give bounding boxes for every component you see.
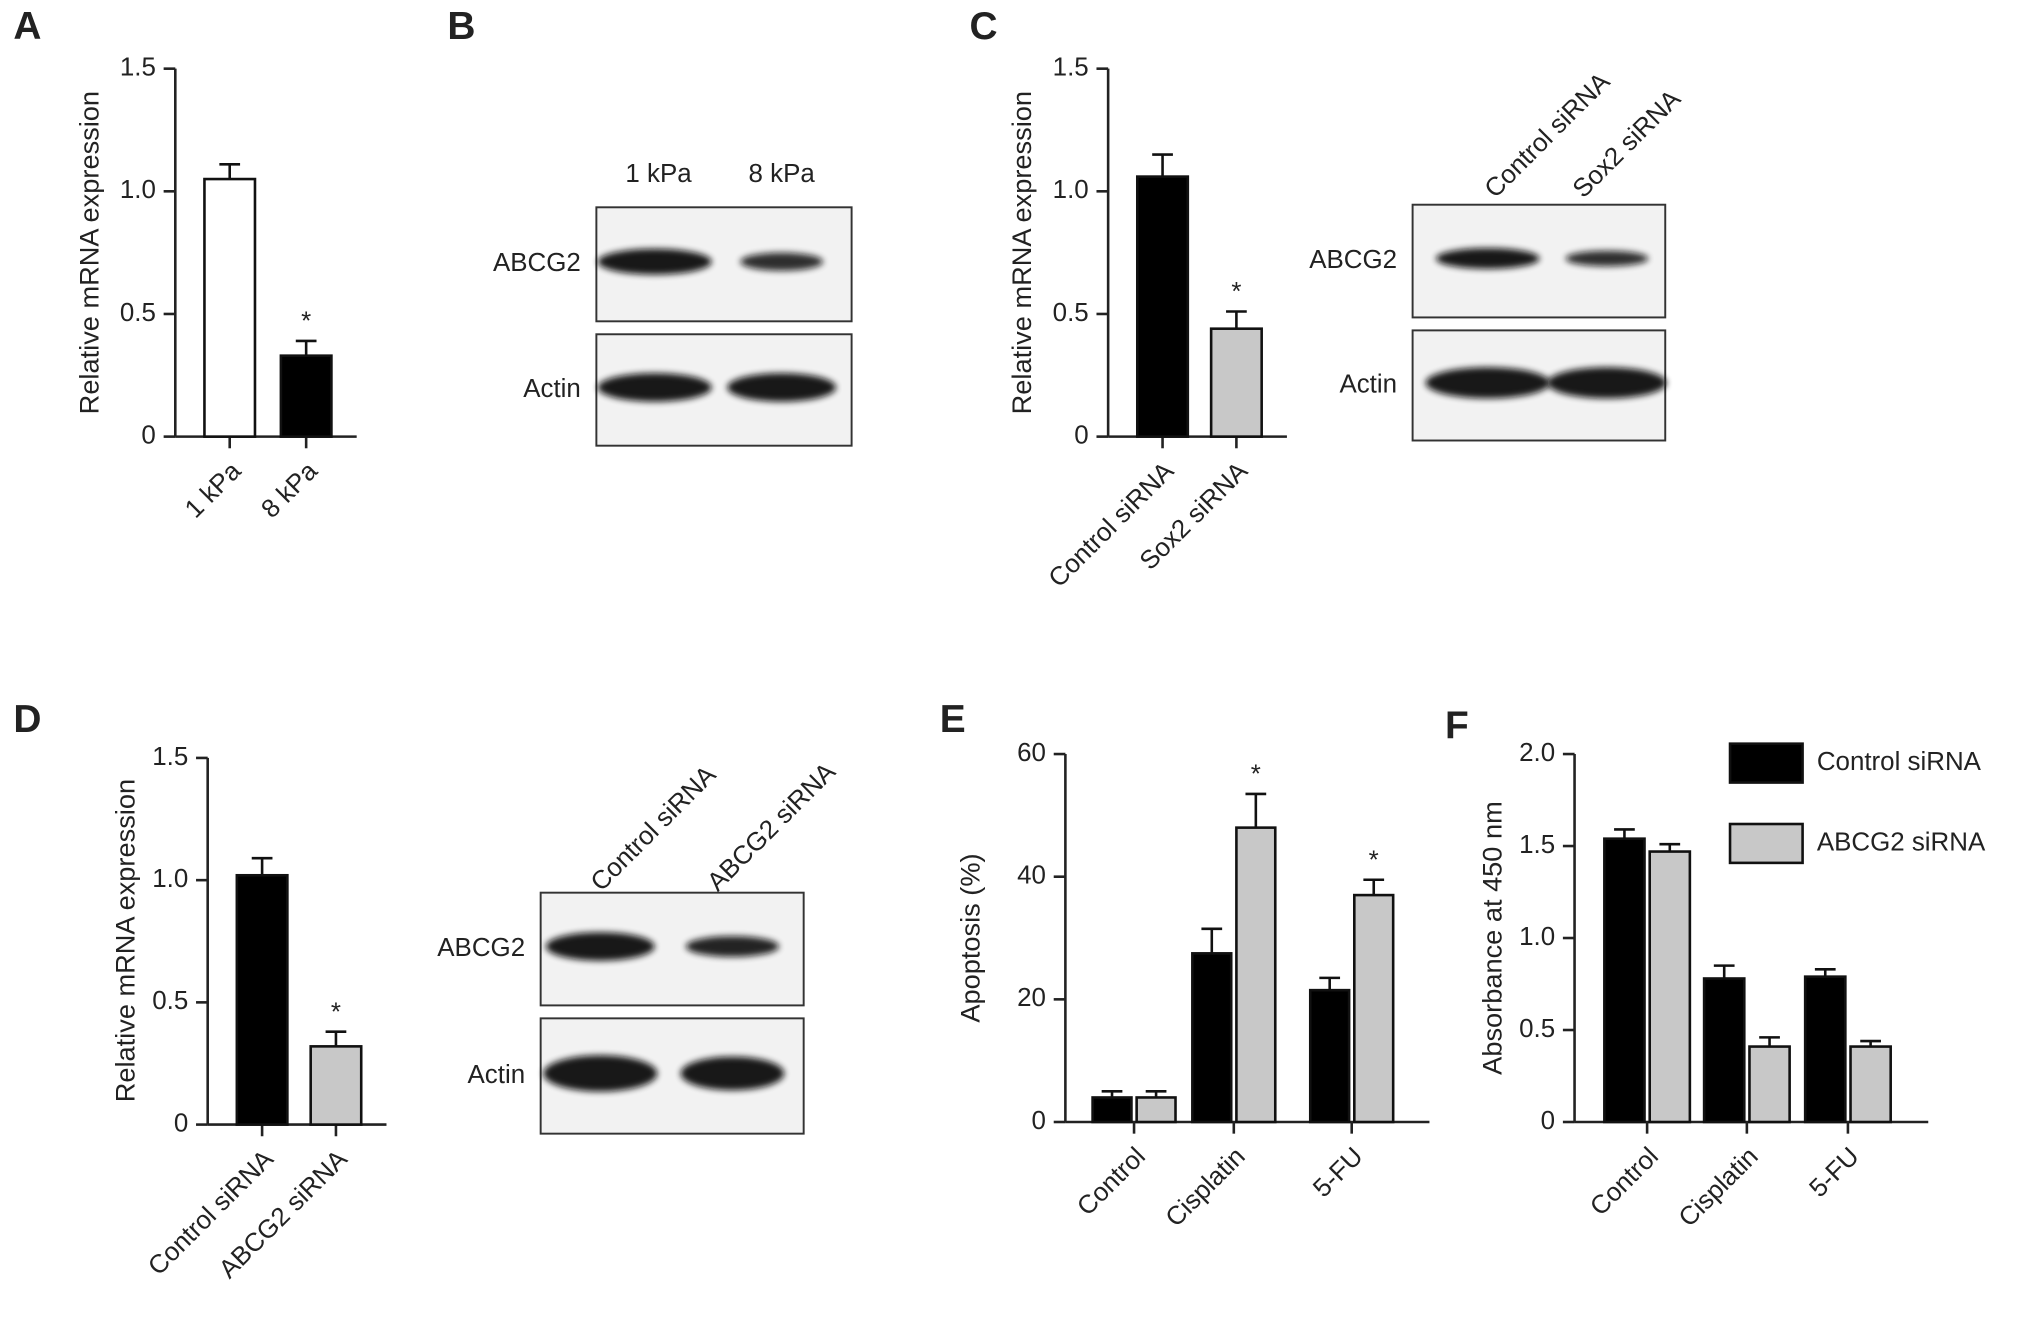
y-tick-label: 0 bbox=[1032, 1107, 1046, 1135]
y-axis-label: Apoptosis (%) bbox=[954, 853, 985, 1022]
x-tick-label: 5-FU bbox=[1804, 1142, 1865, 1203]
y-tick-label: 0.5 bbox=[1053, 299, 1089, 327]
bar bbox=[1702, 977, 1746, 1124]
y-tick-label: 2.0 bbox=[1519, 739, 1555, 767]
panel-letter: F bbox=[1445, 704, 1469, 747]
row-label: ABCG2 bbox=[493, 249, 581, 277]
y-tick-label: 0.5 bbox=[120, 299, 156, 327]
y-tick-label: 40 bbox=[1017, 862, 1046, 890]
bar bbox=[1803, 975, 1847, 1124]
blot-band bbox=[597, 248, 712, 275]
blot-band bbox=[545, 932, 655, 961]
bar bbox=[1235, 826, 1277, 1124]
row-label: Actin bbox=[1339, 370, 1397, 398]
y-tick-label: 0 bbox=[1074, 421, 1088, 449]
bar bbox=[1135, 1096, 1177, 1124]
row-label: Actin bbox=[523, 375, 581, 403]
legend-label: Control siRNA bbox=[1817, 748, 1982, 776]
y-tick-label: 20 bbox=[1017, 984, 1046, 1012]
panel-letter: E bbox=[940, 698, 966, 741]
y-tick-label: 0 bbox=[1541, 1107, 1555, 1135]
blot-band bbox=[1425, 367, 1550, 399]
significance: * bbox=[1251, 761, 1261, 789]
bar bbox=[1353, 893, 1395, 1124]
blot-band bbox=[1435, 248, 1540, 269]
row-label: ABCG2 bbox=[1309, 246, 1397, 274]
x-tick-label: Control siRNA bbox=[143, 1144, 279, 1280]
significance: * bbox=[331, 998, 341, 1026]
x-tick-label: ABCG2 siRNA bbox=[214, 1144, 353, 1283]
lane-label: 1 kPa bbox=[625, 160, 692, 188]
bar bbox=[1308, 988, 1351, 1124]
y-tick-label: 0 bbox=[141, 421, 155, 449]
y-tick-label: 1.5 bbox=[1053, 54, 1089, 82]
significance: * bbox=[1369, 846, 1379, 874]
bar bbox=[203, 177, 257, 438]
legend-label: ABCG2 siRNA bbox=[1817, 828, 1986, 856]
panel-letter: C bbox=[970, 5, 998, 48]
bar bbox=[235, 873, 289, 1126]
y-axis-label: Relative mRNA expression bbox=[1006, 91, 1037, 414]
x-tick-label: Control siRNA bbox=[1044, 456, 1180, 592]
y-axis-label: Relative mRNA expression bbox=[110, 779, 141, 1102]
significance: * bbox=[1231, 278, 1241, 306]
row-label: ABCG2 bbox=[437, 934, 525, 962]
x-tick-label: Control bbox=[1585, 1142, 1664, 1221]
panel-letter: D bbox=[13, 698, 41, 741]
legend-swatch bbox=[1728, 822, 1804, 865]
y-tick-label: 1.0 bbox=[152, 865, 188, 893]
bar bbox=[279, 354, 333, 438]
y-tick-label: 60 bbox=[1017, 739, 1046, 767]
y-tick-label: 1.0 bbox=[120, 176, 156, 204]
bar bbox=[1191, 952, 1233, 1124]
significance: * bbox=[301, 308, 311, 336]
y-tick-label: 0 bbox=[174, 1109, 188, 1137]
x-tick-label: Control bbox=[1072, 1142, 1151, 1221]
blot-band bbox=[727, 373, 837, 402]
x-tick-label: Cisplatin bbox=[1674, 1142, 1764, 1232]
bar bbox=[1648, 850, 1692, 1124]
y-tick-label: 1.5 bbox=[152, 743, 188, 771]
panel-letter: A bbox=[13, 5, 41, 48]
y-tick-label: 1.5 bbox=[1519, 831, 1555, 859]
y-axis-label: Relative mRNA expression bbox=[73, 91, 104, 414]
bar bbox=[1603, 837, 1646, 1124]
lane-label: 8 kPa bbox=[749, 160, 816, 188]
blot-band bbox=[740, 252, 824, 271]
blot-band bbox=[543, 1055, 658, 1092]
y-tick-label: 0.5 bbox=[152, 987, 188, 1015]
y-tick-label: 1.5 bbox=[120, 54, 156, 82]
x-tick-label: 5-FU bbox=[1308, 1142, 1369, 1203]
panel-letter: B bbox=[447, 5, 475, 48]
x-tick-label: 8 kPa bbox=[256, 457, 323, 524]
blot-band bbox=[1565, 250, 1649, 267]
y-axis-label: Absorbance at 450 nm bbox=[1476, 801, 1507, 1075]
x-tick-label: Cisplatin bbox=[1161, 1142, 1251, 1232]
x-tick-label: 1 kPa bbox=[180, 457, 247, 524]
legend-swatch bbox=[1728, 742, 1804, 784]
row-label: Actin bbox=[468, 1061, 526, 1089]
blot-band bbox=[685, 936, 780, 957]
lane-label: ABCG2 siRNA bbox=[702, 757, 841, 896]
blot-band bbox=[597, 373, 712, 402]
bar bbox=[1091, 1096, 1133, 1124]
y-tick-label: 1.0 bbox=[1053, 176, 1089, 204]
blot-band bbox=[1547, 367, 1667, 399]
bar bbox=[1849, 1045, 1892, 1124]
bar bbox=[1209, 327, 1263, 438]
bar bbox=[309, 1045, 363, 1126]
bar bbox=[1748, 1045, 1791, 1124]
blot-band bbox=[680, 1056, 785, 1091]
bar bbox=[1135, 175, 1190, 438]
y-tick-label: 0.5 bbox=[1519, 1015, 1555, 1043]
y-tick-label: 1.0 bbox=[1519, 923, 1555, 951]
